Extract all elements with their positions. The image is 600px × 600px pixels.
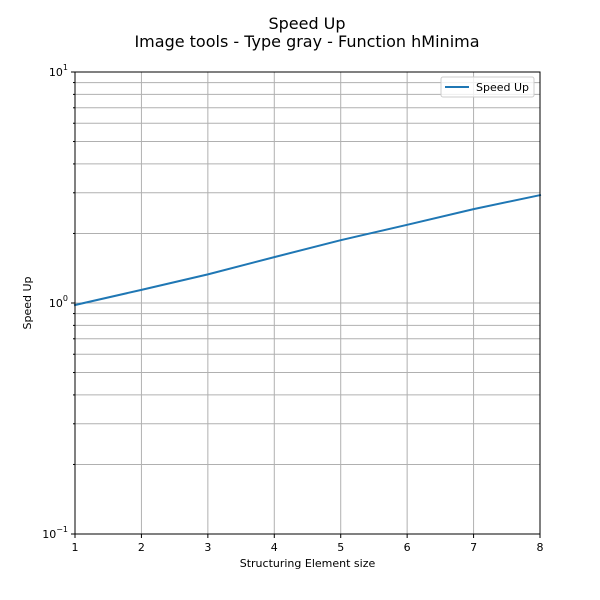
series-line <box>73 193 542 307</box>
legend-label: Speed Up <box>476 81 529 94</box>
legend: Speed Up <box>440 76 535 98</box>
y-tick-label: 10−1 <box>42 525 68 541</box>
x-tick-label: 6 <box>404 541 411 554</box>
x-tick-label: 8 <box>537 541 544 554</box>
chart-title: Speed Up <box>268 14 345 33</box>
x-tick-label: 2 <box>138 541 145 554</box>
y-tick-label: 101 <box>49 63 68 79</box>
x-tick-label: 3 <box>204 541 211 554</box>
x-axis-label: Structuring Element size <box>240 557 376 570</box>
x-tick-label: 1 <box>72 541 79 554</box>
y-axis-label: Speed Up <box>21 276 34 329</box>
grid <box>74 71 541 535</box>
chart-subtitle: Image tools - Type gray - Function hMini… <box>134 32 479 51</box>
series-layer <box>73 193 542 307</box>
x-tick-label: 7 <box>470 541 477 554</box>
tick-layer: 1 2 3 4 5 6 7 8 10−1 100 101 <box>42 63 543 554</box>
legend-box <box>440 76 535 98</box>
x-tick-label: 4 <box>271 541 278 554</box>
x-tick-label: 5 <box>337 541 344 554</box>
y-tick-label: 100 <box>49 294 68 310</box>
